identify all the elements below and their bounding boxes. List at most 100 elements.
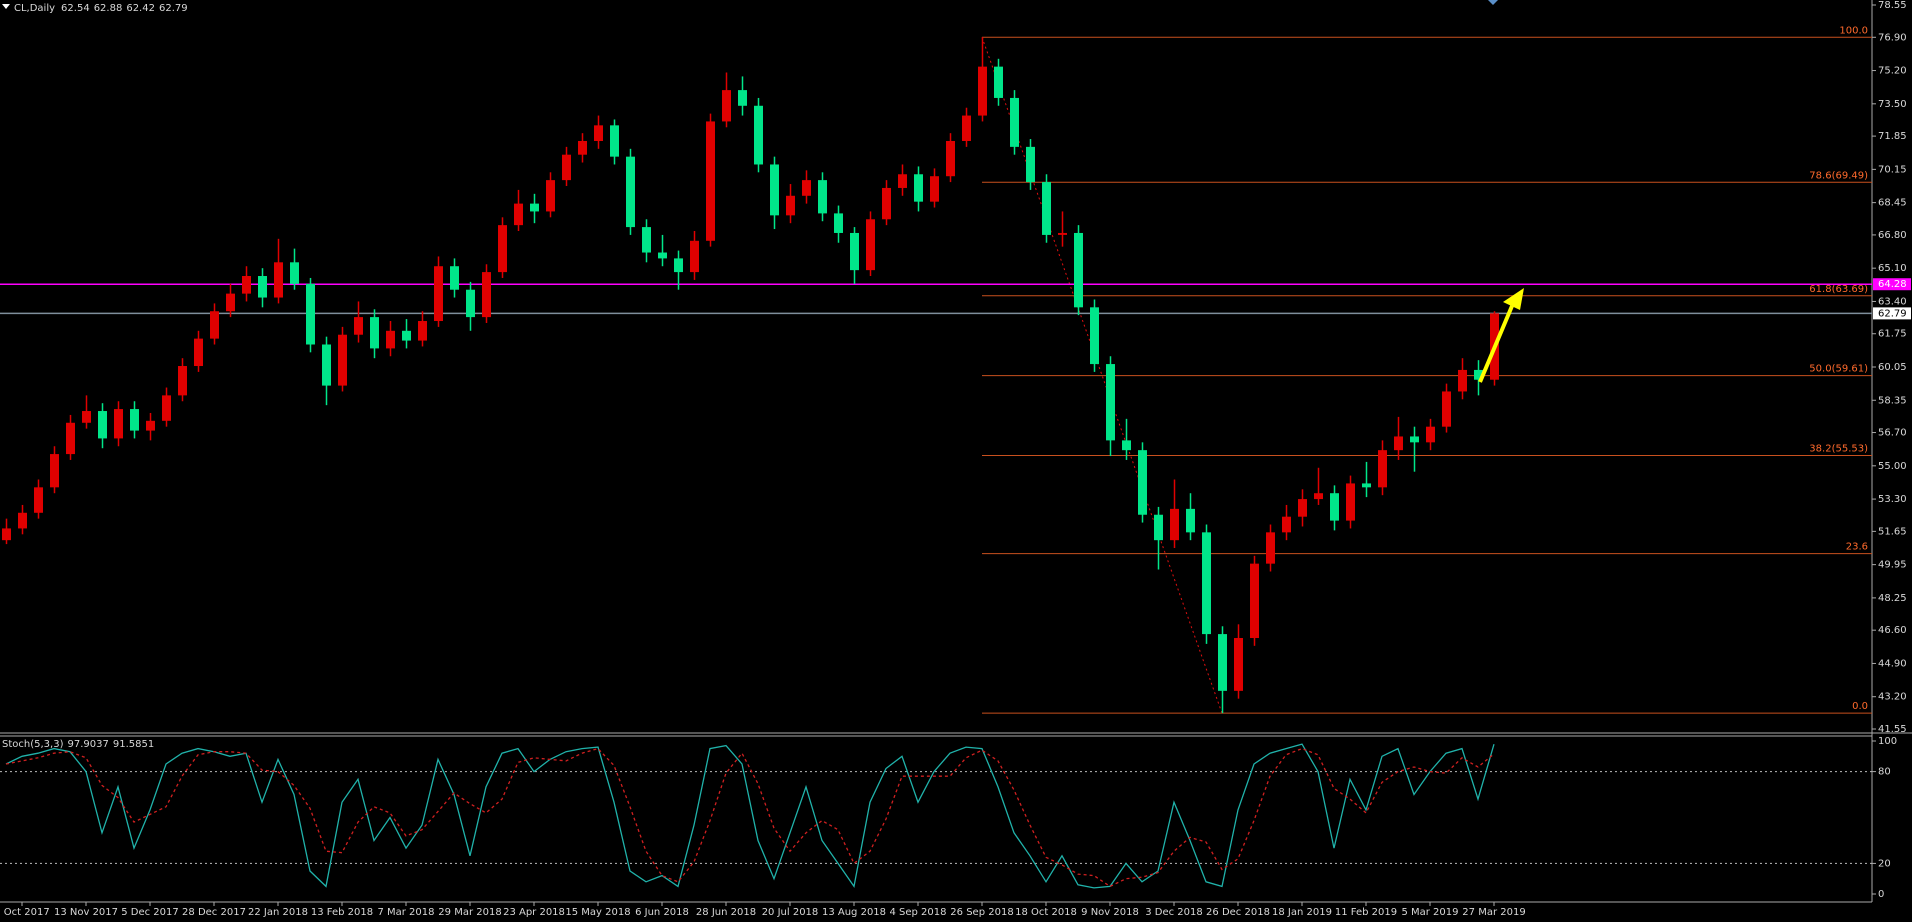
candle-body (1122, 440, 1131, 451)
candle-body (1266, 532, 1275, 564)
candle-body (1282, 516, 1291, 533)
candle-body (258, 276, 267, 298)
price-label-box (1873, 278, 1911, 291)
candle-body (546, 180, 555, 212)
fib-label: 23.6 (1846, 542, 1868, 553)
y-tick-label: 43.20 (1878, 692, 1907, 703)
chart-header: CL,Daily 62.54 62.88 62.42 62.79 (14, 3, 188, 14)
scroll-marker (1488, 0, 1498, 5)
x-tick-label: 13 Nov 2017 (54, 907, 118, 918)
candle-body (674, 258, 683, 273)
y-tick-label: 76.90 (1878, 32, 1907, 43)
candle-body (1154, 514, 1163, 541)
candle-body (962, 115, 971, 141)
y-tick-label: 68.45 (1878, 198, 1907, 209)
candle-body (434, 266, 443, 322)
candle-body (626, 156, 635, 228)
candle-body (1058, 232, 1067, 235)
candle-body (1298, 499, 1307, 517)
candle-body (450, 266, 459, 290)
candle-body (642, 227, 651, 253)
candle-body (242, 276, 251, 294)
candle-body (1442, 391, 1451, 427)
fib-label: 0.0 (1852, 701, 1868, 712)
candle-body (578, 140, 587, 155)
candle-body (1314, 493, 1323, 500)
candle-body (1394, 436, 1403, 451)
candle-body (882, 187, 891, 220)
fib-label: 100.0 (1839, 25, 1868, 36)
x-tick-label: 28 Jun 2018 (696, 907, 756, 918)
price-label-box (1873, 307, 1911, 320)
candle-body (466, 289, 475, 318)
candle-body (1474, 369, 1483, 380)
x-tick-label: 7 Mar 2018 (377, 907, 434, 918)
y-tick-label: 61.75 (1878, 329, 1907, 340)
x-tick-label: 18 Oct 2018 (1015, 907, 1077, 918)
y-tick-label: 48.25 (1878, 593, 1907, 604)
y-tick-label: 65.10 (1878, 263, 1907, 274)
y-tick-label: 44.90 (1878, 658, 1907, 669)
header-value: 62.79 (159, 3, 188, 14)
candle-body (1042, 182, 1051, 235)
candle-body (418, 321, 427, 341)
candle-body (178, 366, 187, 396)
candle-body (1362, 483, 1371, 488)
candle-body (1186, 508, 1195, 533)
x-tick-label: 5 Mar 2019 (1401, 907, 1458, 918)
candle-body (66, 422, 75, 455)
x-tick-label: 28 Dec 2017 (182, 907, 246, 918)
candle-body (1410, 436, 1419, 443)
candle-body (594, 125, 603, 141)
y-tick-label: 55.00 (1878, 461, 1907, 472)
candle-body (18, 512, 27, 529)
y-tick-label: 53.30 (1878, 494, 1907, 505)
candle-body (386, 330, 395, 349)
fib-label: 38.2(55.53) (1809, 443, 1868, 454)
candle-body (290, 262, 299, 284)
x-tick-label: 26 Dec 2018 (1206, 907, 1270, 918)
candle-body (1346, 483, 1355, 521)
candle-body (2, 528, 11, 541)
candle-body (866, 219, 875, 271)
candle-body (482, 272, 491, 318)
candle-body (402, 330, 411, 341)
stochastic-line (5, 743, 1495, 889)
chart-title: CL,Daily (14, 3, 55, 14)
y-tick-label: 63.40 (1878, 296, 1907, 307)
header-value: 62.88 (94, 3, 123, 14)
candle-body (1250, 563, 1259, 639)
candle-body (610, 125, 619, 157)
y-tick-label: 73.50 (1878, 99, 1907, 110)
y-tick-label: 51.65 (1878, 526, 1907, 537)
candle-body (770, 164, 779, 216)
candle-body (146, 420, 155, 431)
x-tick-label: 6 Jun 2018 (635, 907, 689, 918)
candle-body (130, 409, 139, 431)
header-value: 97.9037 (67, 739, 108, 750)
x-tick-label: 29 Mar 2018 (438, 907, 501, 918)
y-tick-label: 49.95 (1878, 560, 1907, 571)
candle-body (1458, 369, 1467, 392)
candle-body (98, 411, 107, 439)
fib-label: 78.6(69.49) (1809, 170, 1868, 181)
candle-body (802, 180, 811, 196)
x-tick-label: 5 Dec 2017 (121, 907, 179, 918)
y-tick-label: 80 (1878, 767, 1891, 778)
y-tick-label: 58.35 (1878, 395, 1907, 406)
indicator-header: Stoch(5,3,3) 97.9037 91.5851 (2, 739, 154, 750)
x-tick-label: 3 Dec 2018 (1145, 907, 1203, 918)
x-tick-label: 18 Jan 2019 (1272, 907, 1332, 918)
x-tick-label: 15 May 2018 (565, 907, 630, 918)
candle-body (978, 66, 987, 116)
candle-body (1202, 532, 1211, 635)
stochastic-line (5, 747, 1495, 888)
x-tick-label: 22 Jan 2018 (248, 907, 308, 918)
fib-label: 61.8(63.69) (1809, 284, 1868, 295)
x-tick-label: 13 Feb 2018 (311, 907, 373, 918)
candle-body (370, 317, 379, 349)
candle-body (722, 90, 731, 122)
x-tick-label: 11 Feb 2019 (1335, 907, 1397, 918)
